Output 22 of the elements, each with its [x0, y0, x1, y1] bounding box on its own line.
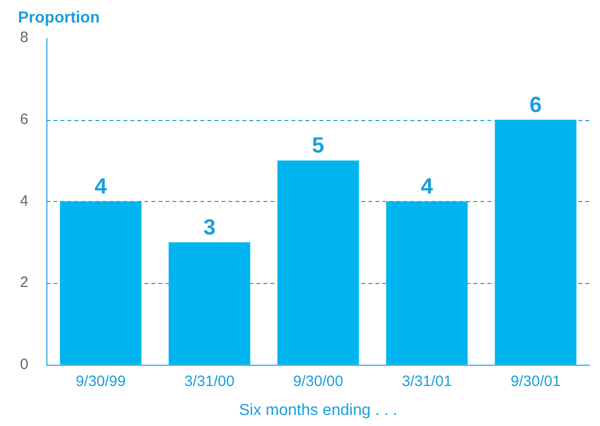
data-label: 4 [94, 173, 108, 198]
data-label: 6 [530, 92, 542, 117]
y-axis-title: Proportion [18, 9, 100, 26]
data-label: 4 [420, 173, 434, 198]
bar [277, 160, 359, 365]
x-tick-label: 9/30/00 [293, 372, 344, 390]
x-tick-label: 3/31/00 [184, 372, 234, 390]
bar [168, 242, 250, 365]
y-tick-label: 6 [20, 110, 28, 128]
x-tick-label: 3/31/01 [402, 372, 452, 390]
y-tick-label: 8 [20, 29, 28, 46]
bar [386, 201, 468, 365]
x-axis-title: Six months ending . . . [239, 402, 398, 419]
data-label: 5 [312, 132, 324, 158]
y-tick-label: 0 [20, 356, 28, 373]
data-label: 3 [203, 214, 216, 240]
y-tick-label: 2 [20, 274, 28, 292]
x-tick-label: 9/30/01 [510, 372, 561, 390]
bar [494, 120, 576, 365]
bar [60, 201, 142, 365]
y-tick-label: 4 [20, 192, 28, 210]
x-tick-label: 9/30/99 [76, 372, 126, 390]
